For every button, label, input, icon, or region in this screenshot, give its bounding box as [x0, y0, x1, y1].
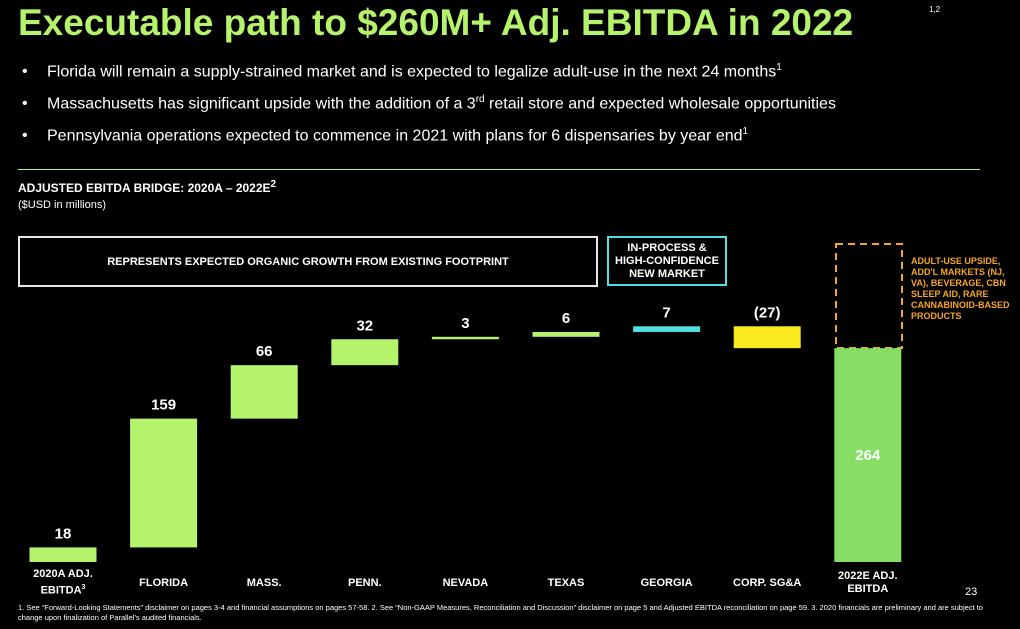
value-label: (27) — [754, 304, 781, 321]
x-tick-label: 2020A ADJ. EBITDA3 — [15, 568, 111, 598]
category-name: NEVADA — [442, 576, 489, 589]
category-sup: 3 — [81, 584, 86, 592]
category-text: FLORIDA — [139, 577, 188, 590]
category-name: MASS. — [246, 576, 282, 589]
x-tick-label: TEXAS — [518, 568, 614, 598]
upside-dashed-box — [835, 243, 903, 349]
category-text: GEORGIA — [641, 577, 693, 590]
category-name: GEORGIA — [640, 576, 693, 589]
bullet-sup: rd — [475, 94, 485, 105]
value-label: 32 — [356, 317, 373, 334]
chart-title: ADJUSTED EBITDA BRIDGE: 2020A – 2022E2 — [18, 179, 276, 195]
x-tick-label: FLORIDA — [116, 568, 212, 598]
bullet-dot: • — [22, 127, 28, 145]
category-name: 2022E ADJ. EBITDA — [838, 570, 898, 595]
x-tick-label: GEORGIA — [619, 568, 715, 598]
category-name: TEXAS — [547, 576, 585, 589]
bar — [331, 339, 399, 366]
category-text: 2020A ADJ. EBITDA3 — [15, 568, 111, 598]
category-name: 2020A ADJ. EBITDA — [33, 568, 93, 597]
bullet-dot: • — [22, 95, 28, 113]
x-tick-label: CORP. SG&A — [719, 568, 815, 598]
bullet-sup: 1 — [742, 126, 749, 137]
value-label: 159 — [151, 397, 176, 414]
bar — [532, 331, 600, 337]
x-tick-label: NEVADA — [417, 568, 513, 598]
bar — [633, 326, 701, 332]
value-label: 264 — [855, 447, 881, 464]
bullet-text: Pennsylvania operations expected to comm… — [47, 127, 743, 145]
x-tick-label: 2022E ADJ. EBITDA — [820, 568, 916, 598]
value-label: 3 — [461, 315, 469, 332]
bullet-text: Florida will remain a supply-strained ma… — [47, 63, 777, 81]
value-label: 6 — [562, 310, 570, 327]
value-label: 7 — [662, 304, 670, 321]
title-footnote-ref: 1,2 — [929, 5, 941, 14]
category-name: CORP. SG&A — [733, 576, 802, 589]
category-text: CORP. SG&A — [733, 577, 801, 590]
organic-box: REPRESENTS EXPECTED ORGANIC GROWTH FROM … — [18, 236, 598, 287]
category-text: NEVADA — [443, 577, 489, 590]
category-text: MASS. — [247, 577, 282, 590]
chart-title-sup: 2 — [270, 179, 277, 190]
separator — [18, 169, 980, 170]
in-process-box: IN-PROCESS & HIGH-CONFIDENCE NEW MARKET — [607, 236, 727, 286]
bar — [431, 336, 499, 340]
bullet-dot: • — [22, 63, 28, 81]
bar — [733, 326, 801, 349]
category-name: PENN. — [347, 576, 382, 589]
bullet-text: retail store and expected wholesale oppo… — [484, 95, 836, 113]
category-text: PENN. — [348, 577, 382, 590]
chart-title-text: ADJUSTED EBITDA BRIDGE: 2020A – 2022E — [18, 181, 271, 195]
bar — [130, 418, 198, 548]
bar — [834, 348, 902, 562]
bar — [230, 365, 298, 419]
footnote: 1. See “Forward-Looking Statements” disc… — [18, 603, 983, 622]
category-text: TEXAS — [548, 577, 585, 590]
category-text: 2022E ADJ. EBITDA — [820, 570, 916, 596]
value-label: 18 — [55, 525, 72, 542]
value-label: 66 — [256, 343, 273, 360]
slide-title: Executable path to $260M+ Adj. EBITDA in… — [18, 2, 854, 43]
upside-note: ADULT-USE UPSIDE, ADD'L MARKETS (NJ, VA)… — [911, 256, 1010, 321]
bullet: • Florida will remain a supply-strained m… — [22, 62, 782, 81]
x-tick-label: MASS. — [216, 568, 312, 598]
bullet: • Massachusetts has significant upside wi… — [22, 94, 836, 113]
category-name: FLORIDA — [139, 576, 189, 589]
bullet-sup: 1 — [776, 62, 782, 73]
bullet-text: Massachusetts has significant upside wit… — [47, 95, 476, 113]
page-number: 23 — [965, 586, 978, 598]
bullet: • Pennsylvania operations expected to com… — [22, 126, 748, 145]
bar — [29, 547, 97, 562]
chart-subtitle: ($USD in millions) — [18, 199, 107, 211]
x-tick-label: PENN. — [317, 568, 413, 598]
